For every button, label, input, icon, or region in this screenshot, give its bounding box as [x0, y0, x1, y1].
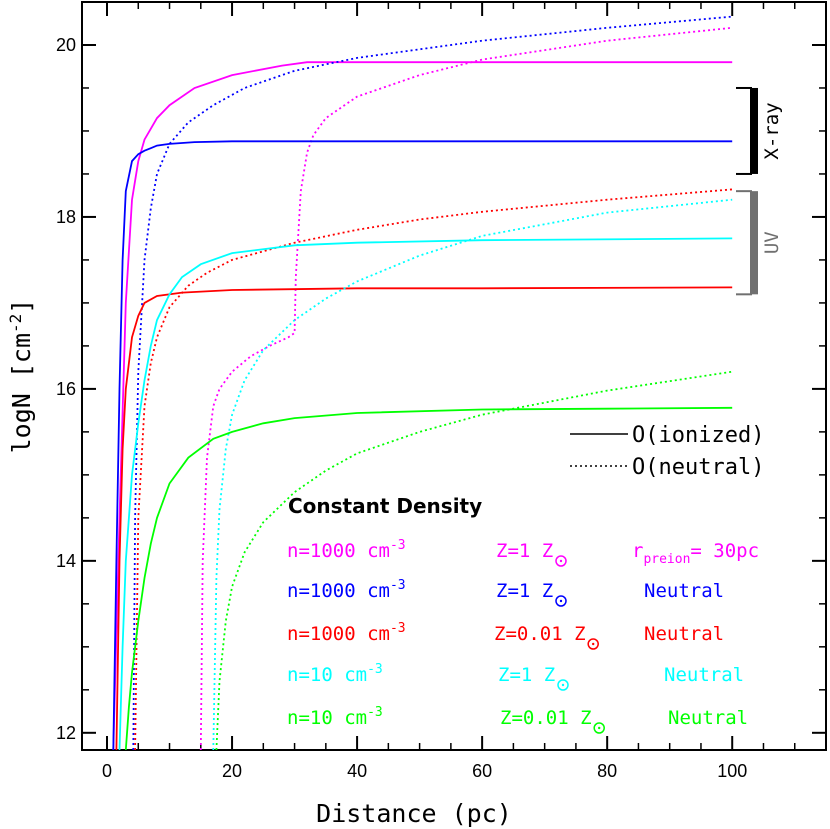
legend-metallicity: Z=0.01 Z: [494, 623, 586, 645]
legend-row-0: n=1000 cm-3 Z=1 Z rpreion= 30pc: [287, 538, 759, 567]
series-0-ionized-line: [112, 61, 733, 750]
sun-symbol-icon: [593, 722, 605, 734]
legend-ionization: Neutral: [664, 664, 744, 686]
sun-symbol-dot: [561, 683, 565, 687]
legend-row-2: n=1000 cm-3 Z=0.01 Z Neutral: [287, 621, 724, 650]
bands: X-ray UV: [736, 86, 783, 296]
sun-symbol-icon: [555, 555, 567, 567]
legend-density: n=10 cm-3: [287, 705, 383, 729]
legend-row-1: n=1000 cm-3 Z=1 Z Neutral: [287, 578, 724, 607]
legend-density: n=10 cm-3: [287, 662, 383, 686]
y-tick-label: 12: [56, 723, 76, 743]
x-tick-label: 80: [597, 761, 617, 781]
x-axis-title: Distance (pc): [316, 799, 512, 828]
legend-density: n=1000 cm-3: [287, 621, 406, 645]
sun-symbol-icon: [555, 595, 567, 607]
x-tick-label: 20: [222, 761, 242, 781]
legend-density: n=1000 cm-3: [287, 538, 406, 562]
y-tick-label: 14: [56, 551, 76, 571]
sun-symbol-icon: [557, 679, 569, 691]
series-0-neutral-line: [199, 26, 733, 750]
sun-symbol-dot: [598, 726, 601, 730]
sun-symbol-dot: [559, 559, 563, 563]
y-tick-label: 16: [56, 379, 76, 399]
y-axis-title: logN [cm-2]: [6, 299, 36, 454]
legend-metallicity: Z=1 Z: [496, 580, 553, 602]
legend-title: Constant Density: [288, 494, 482, 518]
y-tick-label: 18: [56, 207, 76, 227]
curves: [112, 15, 733, 750]
series-3-neutral-line: [212, 198, 733, 750]
sun-symbol-dot: [559, 599, 563, 603]
x-tick-label: 0: [102, 761, 112, 781]
legend-ionization: Neutral: [644, 580, 724, 602]
series-4-ionized-line: [124, 406, 733, 750]
sun-symbol-dot: [592, 642, 595, 646]
legend-metallicity: Z=1 Z: [498, 664, 555, 686]
legend-density: n=1000 cm-3: [287, 578, 406, 602]
legend-row-3: n=10 cm-3 Z=1 Z Neutral: [287, 662, 744, 691]
band-uv-bar: [750, 191, 758, 295]
legend-ionization: rpreion= 30pc: [632, 540, 759, 567]
style-legend-label: O(neutral): [632, 455, 764, 480]
legend-ionization: Neutral: [668, 707, 748, 729]
x-tick-label: 40: [347, 761, 367, 781]
series-1-ionized-line: [112, 140, 733, 750]
legend-ionization: Neutral: [644, 623, 724, 645]
band-label: UV: [761, 231, 783, 254]
x-tick-label: 100: [717, 761, 747, 781]
y-tick-label: 20: [56, 35, 76, 55]
series-2-neutral-line: [134, 188, 733, 750]
series-legend: Constant Density n=1000 cm-3 Z=1 Z rpreion=…: [287, 494, 759, 734]
series-3-ionized-line: [118, 237, 733, 750]
series-2-ionized-line: [115, 286, 733, 750]
plot-frame: [81, 1, 827, 751]
x-tick-label: 60: [472, 761, 492, 781]
band-x-ray-bar: [750, 87, 758, 174]
band-label: X-ray: [761, 102, 783, 159]
sun-symbol-icon: [587, 638, 599, 650]
line-style-legend: O(ionized) O(neutral): [570, 423, 764, 480]
legend-row-4: n=10 cm-3 Z=0.01 Z Neutral: [287, 705, 748, 734]
style-legend-label: O(ionized): [632, 423, 764, 448]
legend-metallicity: Z=1 Z: [496, 540, 553, 562]
axis-ticks: 0 20 40 60 80 100 12 14 16 18 20: [56, 1, 826, 781]
series-1-neutral-line: [132, 15, 733, 750]
legend-metallicity: Z=0.01 Z: [500, 707, 592, 729]
